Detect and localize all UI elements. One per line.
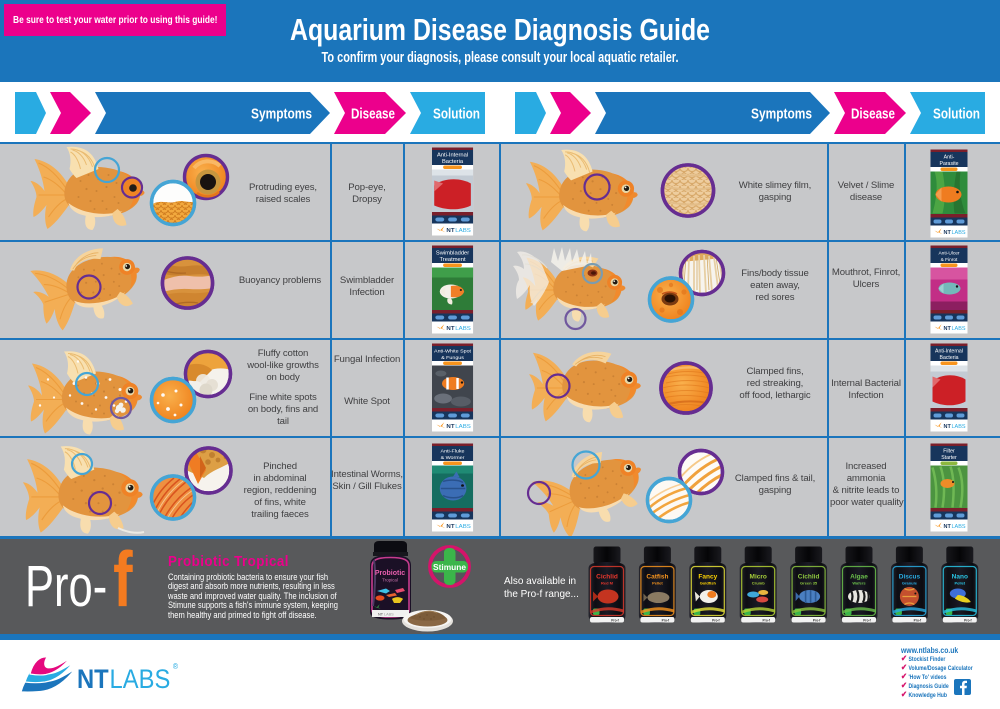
svg-text:Pellet: Pellet bbox=[652, 581, 663, 586]
svg-text:Symptoms: Symptoms bbox=[251, 106, 312, 123]
svg-text:Symptoms: Symptoms bbox=[751, 106, 812, 123]
svg-text:LABS: LABS bbox=[110, 665, 171, 695]
svg-text:Solution: Solution bbox=[933, 106, 980, 123]
svg-text:Red M: Red M bbox=[601, 581, 614, 586]
svg-text:Green 35: Green 35 bbox=[800, 581, 818, 586]
svg-text:NT: NT bbox=[77, 665, 109, 695]
svg-text:Fancy: Fancy bbox=[698, 574, 717, 581]
svg-text:& Wormer: & Wormer bbox=[441, 455, 465, 461]
svg-text:Anti-Internal: Anti-Internal bbox=[437, 153, 468, 159]
svg-text:Cichlid: Cichlid bbox=[596, 574, 618, 581]
svg-text:Cichlid: Cichlid bbox=[798, 574, 820, 581]
svg-text:Probiotic: Probiotic bbox=[375, 570, 405, 577]
svg-text:Bacteria: Bacteria bbox=[939, 355, 958, 361]
svg-text:Anti-Ulcer: Anti-Ulcer bbox=[938, 251, 959, 257]
svg-text:Algae: Algae bbox=[850, 574, 868, 581]
svg-text:Micro: Micro bbox=[750, 574, 767, 581]
svg-text:& Finrot: & Finrot bbox=[941, 257, 958, 263]
svg-text:Nano: Nano bbox=[952, 574, 968, 581]
svg-text:®: ® bbox=[173, 662, 179, 672]
svg-text:Bacteria: Bacteria bbox=[442, 159, 464, 165]
svg-text:Anti-Internal: Anti-Internal bbox=[935, 349, 963, 355]
svg-text:Crumb: Crumb bbox=[752, 581, 765, 586]
svg-text:Disease: Disease bbox=[351, 106, 395, 123]
svg-text:& Fungus: & Fungus bbox=[441, 355, 464, 361]
svg-text:Discus: Discus bbox=[899, 574, 921, 581]
svg-text:Anti-Fluke: Anti-Fluke bbox=[441, 449, 465, 455]
svg-text:Stimune: Stimune bbox=[433, 563, 467, 572]
svg-text:Filter: Filter bbox=[943, 449, 955, 455]
svg-text:Pellet: Pellet bbox=[954, 581, 965, 586]
svg-text:Parasite: Parasite bbox=[939, 161, 958, 167]
svg-text:Anti-White Spot: Anti-White Spot bbox=[434, 349, 472, 355]
svg-text:Wafers: Wafers bbox=[852, 581, 866, 586]
svg-text:Goldfish: Goldfish bbox=[700, 581, 717, 586]
svg-text:NT: NT bbox=[378, 613, 384, 617]
svg-text:Starter: Starter bbox=[941, 455, 957, 461]
svg-text:Disease: Disease bbox=[851, 106, 895, 123]
svg-text:Solution: Solution bbox=[433, 106, 480, 123]
svg-text:Swimbladder: Swimbladder bbox=[436, 251, 469, 257]
svg-text:LABS: LABS bbox=[384, 613, 394, 617]
svg-text:Tropical: Tropical bbox=[382, 578, 398, 583]
svg-text:Catfish: Catfish bbox=[646, 574, 668, 581]
svg-text:Treatment: Treatment bbox=[440, 257, 467, 263]
svg-text:Granule: Granule bbox=[902, 581, 918, 586]
svg-text:Anti-: Anti- bbox=[944, 155, 955, 161]
